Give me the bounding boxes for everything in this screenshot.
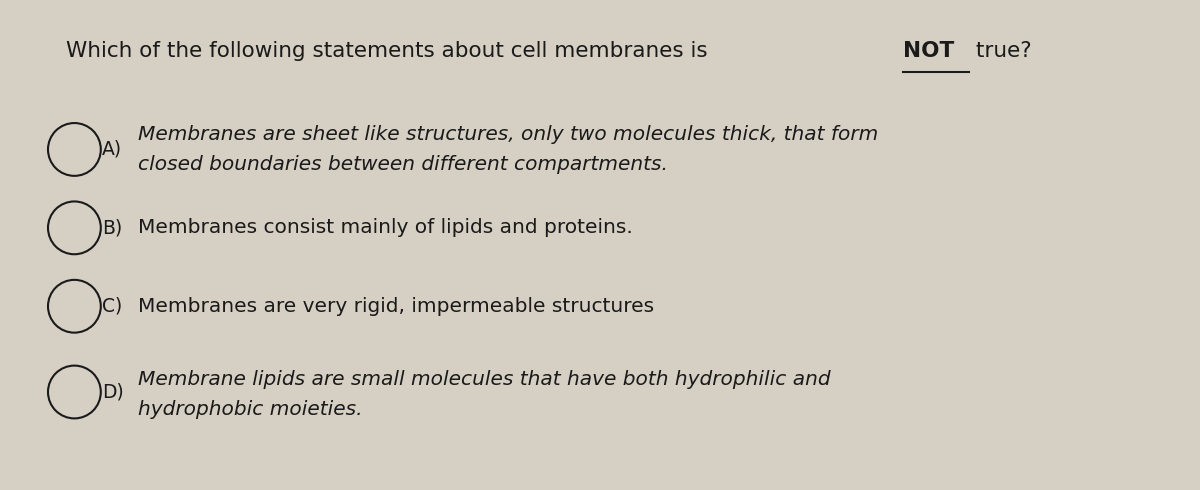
Text: Membrane lipids are small molecules that have both hydrophilic and: Membrane lipids are small molecules that… <box>138 370 830 389</box>
Text: NOT: NOT <box>902 42 954 61</box>
Text: closed boundaries between different compartments.: closed boundaries between different comp… <box>138 155 668 173</box>
Text: B): B) <box>102 219 122 237</box>
Text: Which of the following statements about cell membranes is: Which of the following statements about … <box>66 42 714 61</box>
Text: Membranes consist mainly of lipids and proteins.: Membranes consist mainly of lipids and p… <box>138 219 632 237</box>
Text: true?: true? <box>968 42 1032 61</box>
Text: A): A) <box>102 140 122 159</box>
Text: D): D) <box>102 383 124 401</box>
Text: C): C) <box>102 297 122 316</box>
Text: Membranes are very rigid, impermeable structures: Membranes are very rigid, impermeable st… <box>138 297 654 316</box>
Text: Membranes are sheet like structures, only two molecules thick, that form: Membranes are sheet like structures, onl… <box>138 125 878 144</box>
Text: hydrophobic moieties.: hydrophobic moieties. <box>138 400 362 418</box>
